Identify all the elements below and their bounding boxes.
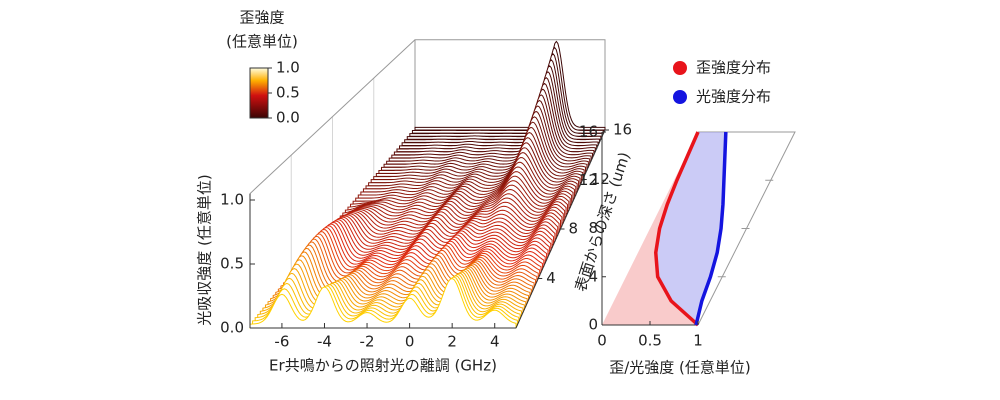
- waterfall: -6 -4 -2 0 2 4 0.0 0.5 1.0 4 8 12 16 Er共鳴からの照射光の離調 (G…: [196, 39, 634, 375]
- z-tick-label: 16: [613, 121, 632, 139]
- y-tick-label: 0: [588, 316, 598, 334]
- x-axis-label: 歪/光強度 (任意単位): [609, 359, 751, 377]
- x-tick-label: -4: [317, 333, 332, 351]
- colorbar: [249, 67, 269, 119]
- colorbar-title: 歪強度: [239, 9, 284, 27]
- legend-label: 光強度分布: [696, 88, 771, 106]
- line: [653, 131, 700, 327]
- x-tick-label: 2: [447, 333, 457, 351]
- y-tick-label: 4: [588, 267, 598, 285]
- legend-marker: [673, 90, 687, 104]
- x-tick-label: 0: [597, 332, 607, 350]
- legend-label: 歪強度分布: [696, 59, 771, 77]
- x-tick-label: -6: [274, 333, 289, 351]
- colorbar-tick-label: 1.0: [276, 59, 300, 77]
- y-tick-label: 1.0: [220, 191, 244, 209]
- colorbar-tick-label: 0.0: [276, 109, 300, 127]
- x-tick-label: 4: [490, 333, 500, 351]
- y-tick-label: 12: [579, 171, 598, 189]
- y-tick-label: 0.0: [220, 319, 244, 337]
- slice: [411, 46, 605, 134]
- z-tick-label: 4: [546, 269, 556, 287]
- x-axis-label: Er共鳴からの照射光の離調 (GHz): [269, 357, 497, 375]
- line: [694, 131, 728, 326]
- z-tick-label: 8: [569, 220, 579, 238]
- panel-edge: [697, 131, 796, 326]
- x-tick-label: -2: [360, 333, 375, 351]
- shade: [655, 132, 726, 325]
- x-tick-label: 1: [693, 332, 703, 350]
- colorbar-title: (任意単位): [226, 33, 298, 51]
- x-tick-label: 0: [405, 333, 415, 351]
- z-axis: [515, 129, 606, 329]
- y-tick-label: 8: [588, 219, 598, 237]
- x-tick-label: 0.5: [638, 332, 662, 350]
- slice: [249, 277, 517, 329]
- slice: [414, 40, 606, 131]
- shade: [602, 132, 698, 325]
- colorbar-tick-label: 0.5: [276, 84, 300, 102]
- y-axis-label: 光吸収強度 (任意単位): [196, 174, 214, 325]
- z-tick-label: 12: [591, 170, 610, 188]
- legend-marker: [673, 61, 687, 75]
- y-tick-label: 0.5: [220, 255, 244, 273]
- y-tick-label: 16: [579, 123, 598, 141]
